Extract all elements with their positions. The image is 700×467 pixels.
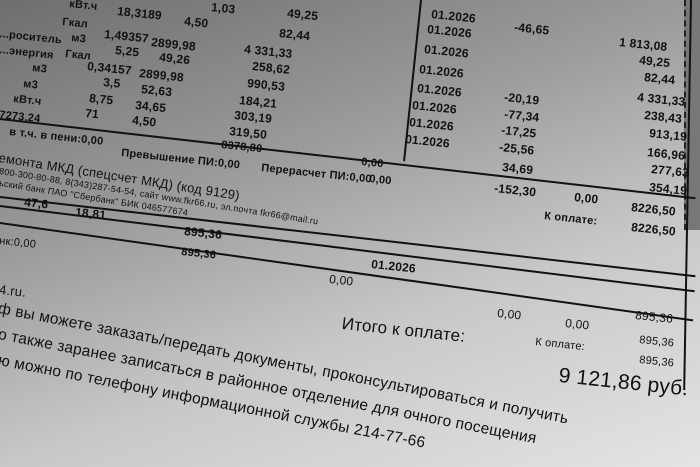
amount: 895,36 (183, 224, 223, 242)
total: 277,63 (650, 162, 690, 180)
unit: м3 (31, 62, 48, 76)
qty: 1,49357 (103, 27, 150, 46)
tariff: 4,50 (131, 113, 158, 130)
total: 82,44 (643, 70, 676, 88)
grand-total-label: Итого к оплате: (341, 314, 467, 346)
pay-sum: 8226,50 (630, 200, 677, 219)
period: 01.2026 (418, 62, 465, 81)
period: 01.2026 (423, 42, 470, 61)
qty: 71 (84, 106, 100, 122)
period: 01.2026 (416, 81, 463, 100)
unit: Гкал (61, 16, 89, 31)
value: 1,03 (210, 0, 237, 17)
grand-total: 9 121,86 руб. (557, 364, 690, 401)
amount: 4 331,33 (243, 42, 294, 61)
recalc: -77,34 (503, 107, 541, 125)
penalty: нк:0,00 (0, 235, 37, 251)
unit: кВт.ч (12, 93, 43, 108)
amount: 303,19 (233, 108, 273, 126)
amount: 990,53 (246, 76, 286, 94)
recalc-pi: Перерасчет ПИ:0,00 (260, 162, 373, 186)
site-tail: 4.ru. (0, 282, 27, 300)
recalc: -17,25 (500, 123, 538, 141)
period: 01.2026 (408, 115, 455, 134)
recalc: 34,69 (501, 160, 534, 178)
tariff: 52,63 (140, 82, 173, 100)
amount: 258,62 (251, 59, 291, 77)
pay-sum: 895,36 (638, 334, 675, 350)
area: 47,6 (23, 195, 50, 212)
zero: 0,00 (564, 316, 591, 333)
zero: 0,00 (360, 156, 385, 171)
amount: 82,44 (278, 26, 311, 44)
zero: 0,00 (328, 272, 355, 289)
period: 01.2026 (370, 257, 417, 276)
zero: 0,00 (496, 306, 523, 323)
amount: 319,50 (228, 124, 268, 142)
total: 1 813,08 (618, 35, 669, 54)
recalc-sum: -152,30 (493, 181, 537, 200)
period: 01.2026 (404, 132, 451, 151)
recalc: -20,19 (503, 90, 541, 108)
tariff: 18,81 (74, 205, 107, 223)
zero: 0,00 (368, 173, 393, 188)
unit: м3 (70, 32, 87, 46)
total: 166,96 (646, 145, 686, 163)
pay-sum: 8226,50 (630, 220, 677, 239)
pay-label: К оплате: (534, 336, 586, 354)
qty: 3,5 (102, 75, 122, 91)
pay-label: К оплате: (543, 210, 598, 228)
recalc: -25,56 (498, 140, 536, 158)
total: 4 331,33 (636, 90, 687, 109)
unit: кВт.ч (68, 0, 99, 13)
pay-zero: 0,00 (573, 190, 600, 207)
period: 01.2026 (426, 22, 473, 41)
amount: 49,25 (286, 6, 319, 24)
total: 238,43 (643, 108, 683, 126)
total: 913,19 (648, 126, 688, 144)
period: 01.2026 (411, 98, 458, 117)
tariff: 4,50 (183, 14, 210, 31)
sum-amount: 8378,80 (220, 139, 263, 156)
qty: 18,3189 (116, 4, 163, 23)
recalc: -46,65 (513, 20, 551, 38)
pay-sum: 895,36 (638, 354, 675, 370)
label: ...роситель (0, 28, 63, 47)
total: 354,19 (648, 180, 688, 198)
label: ...энергия (0, 44, 55, 62)
tariff: 49,26 (158, 50, 191, 68)
tariff: 34,65 (134, 98, 167, 116)
qty: 5,25 (114, 43, 141, 60)
total: 49,25 (638, 53, 671, 71)
qty: 8,75 (88, 91, 115, 108)
label: 7273,24 (0, 109, 41, 126)
amount: 895,36 (180, 246, 217, 262)
unit: м3 (22, 78, 39, 92)
fund-total: 895,36 (634, 308, 674, 326)
